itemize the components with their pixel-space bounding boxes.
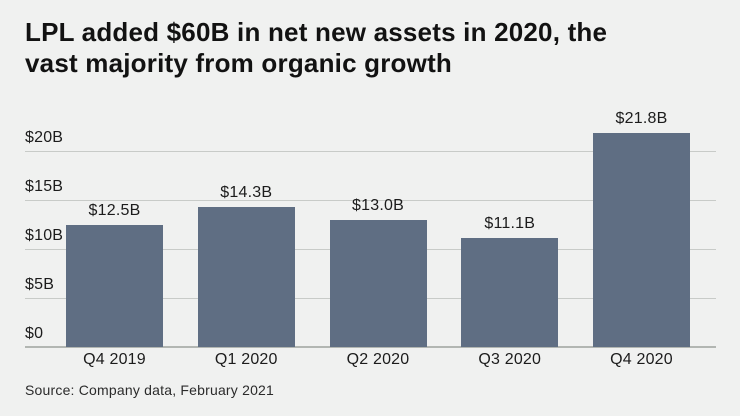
y-tick-label: $0 <box>25 325 44 342</box>
y-tick-label: $5B <box>25 276 55 293</box>
chart-title-line-1: LPL added $60B in net new assets in 2020… <box>25 17 608 47</box>
bar-value-label: $11.1B <box>484 215 536 233</box>
bar <box>461 238 559 347</box>
bar-value-label: $12.5B <box>88 201 141 219</box>
x-axis-baseline <box>25 346 716 348</box>
bar <box>66 224 163 347</box>
chart-title-line-2: vast majority from organic growth <box>25 48 453 78</box>
x-category-label: Q4 2020 <box>610 351 673 368</box>
x-category-label: Q2 2020 <box>346 351 410 368</box>
bar-value-label: $21.8B <box>615 110 668 128</box>
chart-title: LPL added $60B in net new assets in 2020… <box>25 17 725 79</box>
y-tick-label: $10B <box>25 227 64 244</box>
gridline <box>25 151 716 152</box>
y-tick-label: $15B <box>25 178 64 195</box>
bar <box>329 219 427 347</box>
bar <box>197 206 295 347</box>
bar-value-label: $14.3B <box>220 183 273 201</box>
x-category-label: Q3 2020 <box>478 351 542 368</box>
source-note: Source: Company data, February 2021 <box>25 382 275 398</box>
gridline <box>25 200 716 201</box>
bar <box>593 133 690 347</box>
x-category-label: Q4 2019 <box>83 351 146 368</box>
x-category-label: Q1 2020 <box>214 351 278 368</box>
bar-value-label: $13.0B <box>352 196 404 214</box>
y-tick-label: $20B <box>25 129 64 146</box>
